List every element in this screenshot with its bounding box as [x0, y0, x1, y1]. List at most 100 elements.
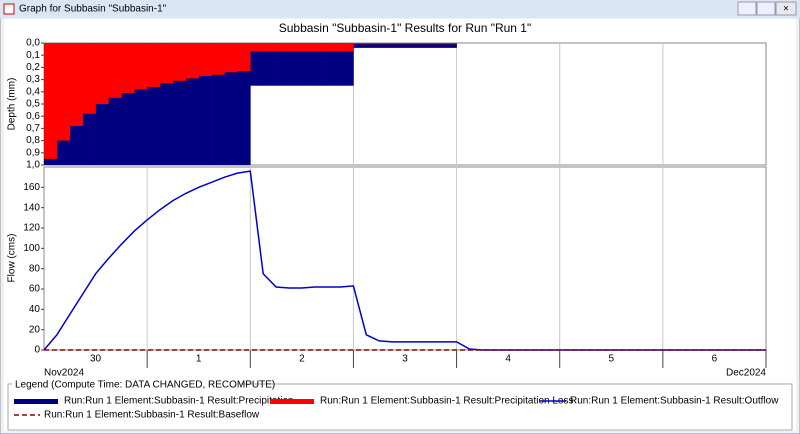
x-tick-label: 4: [505, 354, 511, 365]
depth-bar: [185, 43, 200, 79]
depth-bar: [443, 43, 457, 48]
depth-bar: [82, 43, 96, 114]
y-tick-label: 160: [23, 182, 40, 193]
legend-box: [7, 383, 793, 431]
legend-swatch: [14, 399, 58, 404]
y-tick-label: 40: [29, 304, 41, 315]
depth-bar: [417, 43, 432, 48]
depth-bar: [443, 43, 457, 45]
depth-bar: [44, 43, 58, 159]
window-buttons[interactable]: ×: [737, 1, 797, 16]
depth-bar: [366, 43, 380, 48]
depth-bar: [263, 43, 277, 52]
y-tick-label: 0,7: [26, 123, 40, 134]
maximize-button[interactable]: [756, 1, 776, 16]
minimize-button[interactable]: [737, 1, 757, 16]
depth-bar: [263, 43, 277, 86]
depth-bar: [288, 43, 303, 86]
y-tick-label: 60: [29, 284, 41, 295]
legend-label: Run:Run 1 Element:Subbasin-1 Result:Prec…: [320, 396, 573, 407]
depth-bar: [314, 43, 328, 52]
y-tick-label: 140: [23, 202, 40, 213]
depth-bar: [327, 43, 341, 86]
depth-bar: [147, 43, 161, 87]
depth-bar: [198, 43, 212, 76]
depth-bar: [250, 43, 264, 86]
x-tick-label: 5: [609, 354, 615, 365]
depth-bar: [417, 43, 432, 45]
depth-bar: [108, 43, 122, 98]
plot-area: [43, 166, 767, 351]
x-tick-label: 3: [402, 354, 408, 365]
y-tick-label: 1,0: [26, 160, 40, 171]
depth-bar: [327, 43, 341, 52]
x-group-label: Dec2024: [726, 368, 766, 379]
depth-bar: [250, 43, 264, 52]
y-axis-label: Flow (cms): [7, 234, 18, 283]
depth-bar: [392, 43, 406, 45]
depth-bar: [301, 43, 316, 86]
depth-bar: [430, 43, 444, 48]
depth-bar: [392, 43, 406, 48]
legend-label: Run:Run 1 Element:Subbasin-1 Result:Base…: [44, 410, 260, 421]
y-tick-label: 0,9: [26, 147, 40, 158]
depth-bar: [237, 43, 251, 165]
depth-bar: [56, 43, 71, 141]
depth-bar: [172, 43, 187, 81]
depth-bar: [288, 43, 303, 52]
y-tick-label: 0,6: [26, 111, 40, 122]
close-glyph: ×: [783, 4, 789, 15]
depth-bar: [95, 43, 109, 104]
depth-bar: [276, 43, 290, 86]
legend-title: Legend (Compute Time: DATA CHANGED, RECO…: [15, 380, 275, 391]
y-tick-label: 100: [23, 243, 40, 254]
title-bar: [0, 0, 800, 18]
y-tick-label: 0: [34, 345, 40, 356]
depth-bar: [224, 43, 238, 165]
depth-bar: [405, 43, 419, 48]
x-group-label: Nov2024: [44, 368, 84, 379]
depth-bar: [69, 43, 83, 126]
depth-bar: [353, 43, 367, 45]
x-tick-label: 2: [299, 354, 305, 365]
x-tick-label: 1: [196, 354, 202, 365]
y-tick-label: 120: [23, 223, 40, 234]
legend-title-bg: [12, 380, 240, 390]
depth-bar: [121, 43, 135, 94]
depth-bar: [160, 43, 174, 84]
depth-bar: [340, 43, 354, 52]
y-tick-label: 0,8: [26, 135, 40, 146]
y-tick-label: 80: [29, 263, 41, 274]
y-tick-label: 20: [29, 324, 41, 335]
x-tick-label: 6: [712, 354, 718, 365]
depth-bar: [430, 43, 444, 45]
y-tick-label: 0,0: [26, 38, 40, 49]
y-tick-label: 0,3: [26, 74, 40, 85]
close-button[interactable]: [775, 1, 797, 16]
depth-bar: [237, 43, 251, 72]
depth-bar: [353, 43, 367, 48]
depth-bar: [276, 43, 290, 52]
depth-bar: [340, 43, 354, 86]
y-tick-label: 0,2: [26, 62, 40, 73]
y-axis-label: Depth (mm): [7, 78, 18, 131]
y-tick-label: 0,5: [26, 99, 40, 110]
legend-label: Run:Run 1 Element:Subbasin-1 Result:Prec…: [64, 396, 294, 407]
x-tick-label: 30: [90, 354, 102, 365]
y-tick-label: 0,1: [26, 50, 40, 61]
depth-bar: [379, 43, 393, 48]
depth-bar: [405, 43, 419, 45]
depth-bar: [301, 43, 316, 52]
depth-bar: [224, 43, 238, 73]
depth-bar: [211, 43, 225, 75]
depth-bar: [134, 43, 148, 90]
legend-label: Run:Run 1 Element:Subbasin-1 Result:Outf…: [570, 396, 779, 407]
window-title: Graph for Subbasin "Subbasin-1": [19, 4, 167, 15]
depth-bar: [366, 43, 380, 45]
y-tick-label: 0,4: [26, 86, 40, 97]
legend-swatch: [270, 399, 314, 404]
depth-bar: [314, 43, 328, 86]
window-icon: [3, 3, 15, 15]
depth-bar: [379, 43, 393, 45]
